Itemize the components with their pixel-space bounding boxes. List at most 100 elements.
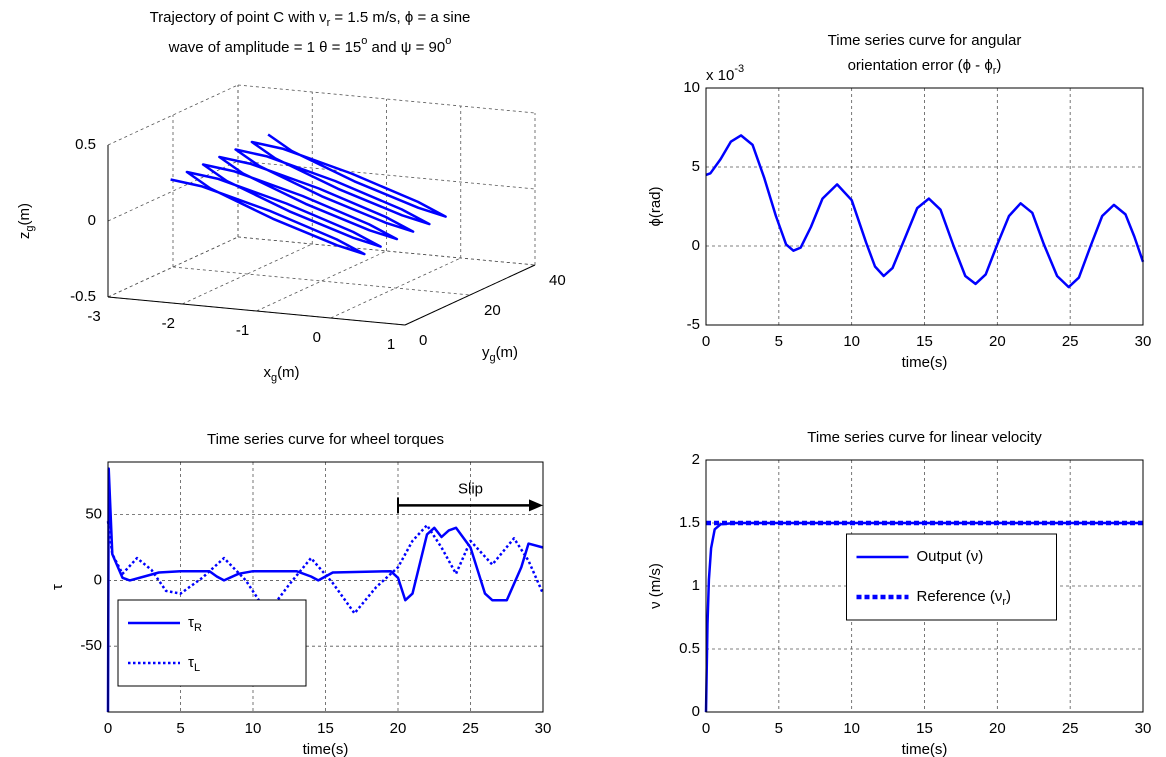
legend-label-part: Output (ν) bbox=[917, 548, 984, 565]
chart-title-part: o bbox=[445, 35, 451, 47]
x-tick-label: 15 bbox=[916, 333, 933, 350]
y-tick-label: 20 bbox=[484, 302, 501, 319]
chart-title-part: ) bbox=[996, 57, 1001, 74]
x-axis-label: time(s) bbox=[303, 741, 349, 757]
x-tick-label: 0 bbox=[104, 720, 112, 737]
chart-title: Time series curve for wheel torques bbox=[207, 431, 444, 448]
y-tick-label: 0 bbox=[692, 703, 700, 720]
y-axis bbox=[404, 264, 536, 326]
legend-label-part: L bbox=[194, 662, 200, 674]
axis-exponent-part: x 10 bbox=[706, 67, 734, 84]
y-axis-label-part: y bbox=[482, 344, 490, 361]
chart-title-part: and ψ = 90 bbox=[367, 39, 445, 56]
x-tick-label: -2 bbox=[162, 315, 175, 332]
y-axis-label: τ bbox=[49, 584, 66, 590]
chart-title-part: r bbox=[993, 65, 997, 77]
legend-label-part: ) bbox=[1006, 588, 1011, 605]
x-tick-label: 5 bbox=[775, 720, 783, 737]
x-axis-label-part: time(s) bbox=[902, 741, 948, 757]
y-tick-label: 5 bbox=[692, 158, 700, 175]
y-tick-label: 0 bbox=[692, 237, 700, 254]
chart-title-part: orientation error (ϕ - ϕ bbox=[848, 57, 993, 74]
x-axis-label: xg(m) bbox=[263, 364, 299, 384]
chart-title-part: wave of amplitude = 1 θ = 15 bbox=[168, 39, 362, 56]
chart-title-part: o bbox=[361, 35, 367, 47]
x-tick-label: 25 bbox=[1062, 720, 1079, 737]
x-tick-label: -1 bbox=[236, 322, 249, 339]
x-axis-label-part: time(s) bbox=[303, 741, 349, 757]
y-axis-label: ν (m/s) bbox=[647, 563, 664, 609]
y-tick-label: 50 bbox=[85, 506, 102, 523]
x-tick-label: -3 bbox=[87, 308, 100, 325]
y-axis-label-part: ϕ(rad) bbox=[647, 186, 664, 226]
y-tick-label: 40 bbox=[549, 272, 566, 289]
y-tick-label: 2 bbox=[692, 451, 700, 468]
x-tick-label: 30 bbox=[1135, 333, 1152, 350]
z-axis-label-part: (m) bbox=[16, 203, 33, 226]
grid-line bbox=[237, 84, 536, 114]
y-axis-label-part: τ bbox=[49, 584, 66, 590]
z-axis-label-part: g bbox=[24, 225, 36, 231]
axes-box bbox=[705, 459, 1144, 713]
legend-label-part: r bbox=[1002, 596, 1006, 608]
x-tick-label: 25 bbox=[1062, 333, 1079, 350]
z-tick-label: -0.5 bbox=[70, 288, 96, 305]
axis-exponent: x 10-3 bbox=[706, 63, 744, 84]
x-tick-label: 10 bbox=[843, 333, 860, 350]
x-tick-label: 1 bbox=[387, 336, 395, 353]
chart-title: Time series curve for angular bbox=[828, 32, 1022, 49]
y-axis-label-part: ν (m/s) bbox=[647, 563, 664, 609]
legend-label: τL bbox=[188, 654, 200, 674]
y-axis-label-part: g bbox=[489, 352, 495, 364]
annotation-text: Slip bbox=[458, 480, 483, 497]
x-tick-label: 30 bbox=[1135, 720, 1152, 737]
chart-title: Trajectory of point C with νr = 1.5 m/s,… bbox=[150, 9, 471, 29]
legend-label-part: τ bbox=[188, 654, 194, 671]
axes-box bbox=[705, 87, 1144, 326]
y-axis-label: ϕ(rad) bbox=[647, 186, 664, 226]
x-axis-label-part: g bbox=[271, 372, 277, 384]
chart-title-part: Time series curve for linear velocity bbox=[807, 429, 1042, 446]
y-axis-label: yg(m) bbox=[482, 344, 518, 364]
y-tick-label: -5 bbox=[687, 316, 700, 333]
series-line bbox=[106, 467, 544, 713]
chart-title-part: Trajectory of point C with ν bbox=[150, 9, 327, 26]
x-axis-label-part: time(s) bbox=[902, 354, 948, 371]
x-tick-label: 30 bbox=[535, 720, 552, 737]
x-tick-label: 0 bbox=[313, 329, 321, 346]
x-axis-label-part: x bbox=[263, 364, 271, 381]
z-tick-label: 0 bbox=[88, 212, 96, 229]
x-tick-label: 15 bbox=[317, 720, 334, 737]
x-axis-label: time(s) bbox=[902, 741, 948, 757]
y-axis-label-part: (m) bbox=[496, 344, 519, 361]
x-tick-label: 20 bbox=[390, 720, 407, 737]
chart-title-part: r bbox=[327, 17, 331, 29]
legend-box bbox=[117, 599, 307, 687]
y-tick-label: 1 bbox=[692, 577, 700, 594]
chart-title-part: Time series curve for angular bbox=[828, 32, 1022, 49]
x-tick-label: 20 bbox=[989, 333, 1006, 350]
z-axis-label: zg(m) bbox=[16, 203, 36, 239]
grid-line bbox=[172, 266, 471, 296]
x-tick-label: 25 bbox=[462, 720, 479, 737]
x-tick-label: 10 bbox=[843, 720, 860, 737]
z-axis-label-part: z bbox=[16, 232, 33, 240]
legend-label-part: R bbox=[194, 622, 202, 634]
annotation-arrowhead bbox=[529, 499, 543, 512]
y-tick-label: -50 bbox=[80, 637, 102, 654]
chart-title-part: Time series curve for wheel torques bbox=[207, 431, 444, 448]
axis-exponent-part: -3 bbox=[734, 63, 744, 75]
z-tick-label: 0.5 bbox=[75, 136, 96, 153]
plot-area bbox=[706, 88, 1143, 325]
x-tick-label: 10 bbox=[245, 720, 262, 737]
legend-label: Reference (νr) bbox=[917, 588, 1012, 608]
x-tick-label: 0 bbox=[702, 333, 710, 350]
axes-box bbox=[107, 461, 544, 713]
y-tick-label: 0 bbox=[94, 571, 102, 588]
y-tick-label: 0.5 bbox=[679, 640, 700, 657]
legend-label: τR bbox=[188, 614, 202, 634]
chart-title-part: = 1.5 m/s, ϕ = a sine bbox=[330, 9, 470, 26]
legend-label: Output (ν) bbox=[917, 548, 984, 565]
legend-label-part: τ bbox=[188, 614, 194, 631]
